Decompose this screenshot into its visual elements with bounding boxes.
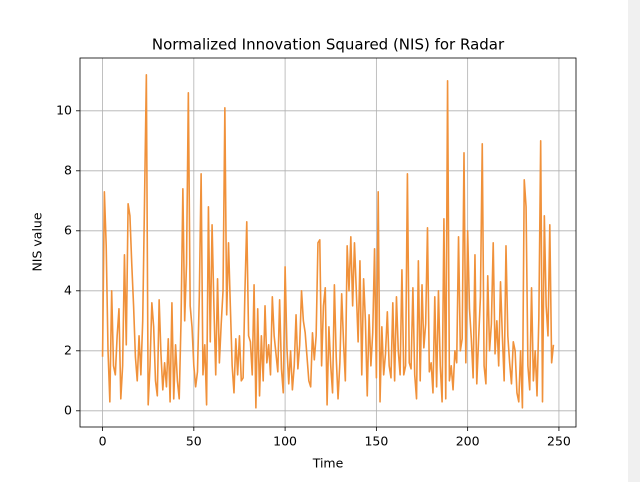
x-tick-label: 0	[99, 434, 107, 449]
y-tick-label: 2	[64, 342, 72, 357]
y-axis-label: NIS value	[30, 212, 45, 271]
chart-title: Normalized Innovation Squared (NIS) for …	[152, 36, 505, 54]
y-tick-label: 10	[56, 102, 72, 117]
y-tick-label: 6	[64, 222, 72, 237]
x-tick-label: 50	[186, 434, 202, 449]
x-tick-label: 200	[456, 434, 480, 449]
plot-frame	[79, 57, 577, 428]
y-tick-label: 4	[64, 282, 72, 297]
window-edge	[628, 0, 640, 482]
x-tick-label: 100	[273, 434, 297, 449]
y-tick-label: 0	[64, 402, 72, 417]
x-tick-label: 150	[364, 434, 388, 449]
y-tick-label: 8	[64, 162, 72, 177]
data-line	[101, 74, 555, 409]
x-axis-label: Time	[312, 456, 344, 471]
x-tick-label: 250	[547, 434, 571, 449]
